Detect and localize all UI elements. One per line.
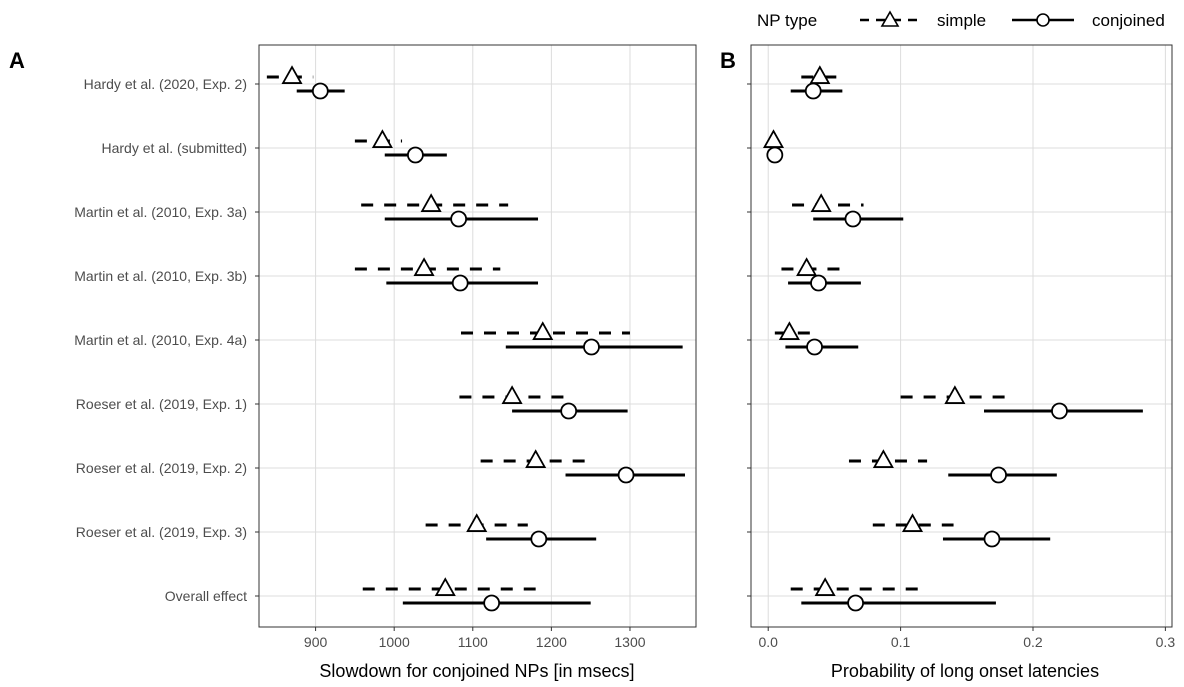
point-conjoined: [530, 530, 548, 548]
x-tick-label: 1100: [458, 634, 488, 650]
point-simple: [762, 129, 785, 148]
panel-a-tag: A: [9, 48, 25, 73]
point-simple: [778, 321, 800, 340]
x-tick-label: 0.2: [1023, 634, 1043, 650]
study-label: Roeser et al. (2019, Exp. 3): [76, 524, 247, 540]
legend-key-conjoined: [1012, 13, 1074, 27]
point-conjoined: [766, 146, 784, 164]
panel-a-xlabel: Slowdown for conjoined NPs [in msecs]: [319, 661, 634, 681]
study-label: Martin et al. (2010, Exp. 4a): [74, 332, 247, 348]
x-tick-label: 1200: [536, 634, 567, 650]
study-label: Hardy et al. (2020, Exp. 2): [84, 76, 247, 92]
x-tick-label: 900: [304, 634, 328, 650]
point-simple: [434, 577, 456, 596]
point-conjoined: [1051, 402, 1068, 420]
point-conjoined: [844, 210, 862, 228]
point-conjoined: [983, 530, 1001, 548]
study-label: Roeser et al. (2019, Exp. 1): [76, 396, 247, 412]
point-conjoined: [407, 146, 424, 164]
panel-a: 900 1000 1100 1200 1300: [255, 44, 697, 650]
study-labels: Hardy et al. (2020, Exp. 2) Hardy et al. …: [74, 76, 247, 604]
study-label: Hardy et al. (submitted): [102, 140, 248, 156]
point-simple: [371, 129, 393, 148]
panel-b-xlabel: Probability of long onset latencies: [831, 661, 1099, 681]
point-conjoined: [560, 402, 578, 420]
point-simple: [466, 513, 488, 532]
x-tick-label: 0.3: [1156, 634, 1176, 650]
point-simple: [281, 65, 303, 84]
point-simple: [525, 449, 547, 468]
study-label: Martin et al. (2010, Exp. 3b): [74, 268, 247, 284]
legend-circle-marker: [1036, 13, 1050, 27]
legend-label-simple: simple: [937, 11, 986, 30]
legend-key-simple: [860, 10, 920, 27]
legend-label-conjoined: conjoined: [1092, 11, 1165, 30]
point-conjoined: [847, 594, 864, 612]
study-label: Roeser et al. (2019, Exp. 2): [76, 460, 247, 476]
point-simple: [944, 385, 966, 404]
point-simple: [901, 513, 924, 532]
x-tick-label: 0.0: [758, 634, 778, 650]
point-simple: [810, 193, 832, 212]
point-conjoined: [311, 82, 329, 100]
panel-frame: [750, 44, 1173, 628]
x-tick-label: 0.1: [891, 634, 911, 650]
x-tick-label: 1300: [614, 634, 645, 650]
panel-frame: [258, 44, 697, 628]
point-conjoined: [483, 594, 501, 612]
point-simple: [809, 65, 831, 84]
panel-b-tag: B: [720, 48, 736, 73]
point-simple: [796, 257, 818, 276]
point-conjoined: [806, 338, 823, 356]
point-conjoined: [583, 338, 600, 356]
point-conjoined: [990, 466, 1007, 484]
point-conjoined: [804, 82, 822, 100]
point-conjoined: [810, 274, 827, 292]
point-simple: [532, 321, 554, 340]
point-simple: [413, 257, 435, 276]
legend-title: NP type: [757, 11, 817, 30]
point-simple: [814, 577, 836, 596]
point-simple: [501, 385, 523, 404]
point-simple: [420, 193, 442, 212]
panel-b: 0.0 0.1 0.2 0.3: [747, 44, 1176, 650]
study-label: Overall effect: [165, 588, 247, 604]
legend: NP type simple conjoined: [757, 10, 1165, 30]
point-conjoined: [450, 210, 468, 228]
point-simple: [872, 449, 894, 468]
point-conjoined: [451, 274, 469, 292]
x-tick-label: 1000: [379, 634, 410, 650]
point-conjoined: [617, 466, 635, 484]
legend-triangle-marker: [880, 10, 900, 27]
study-label: Martin et al. (2010, Exp. 3a): [74, 204, 247, 220]
